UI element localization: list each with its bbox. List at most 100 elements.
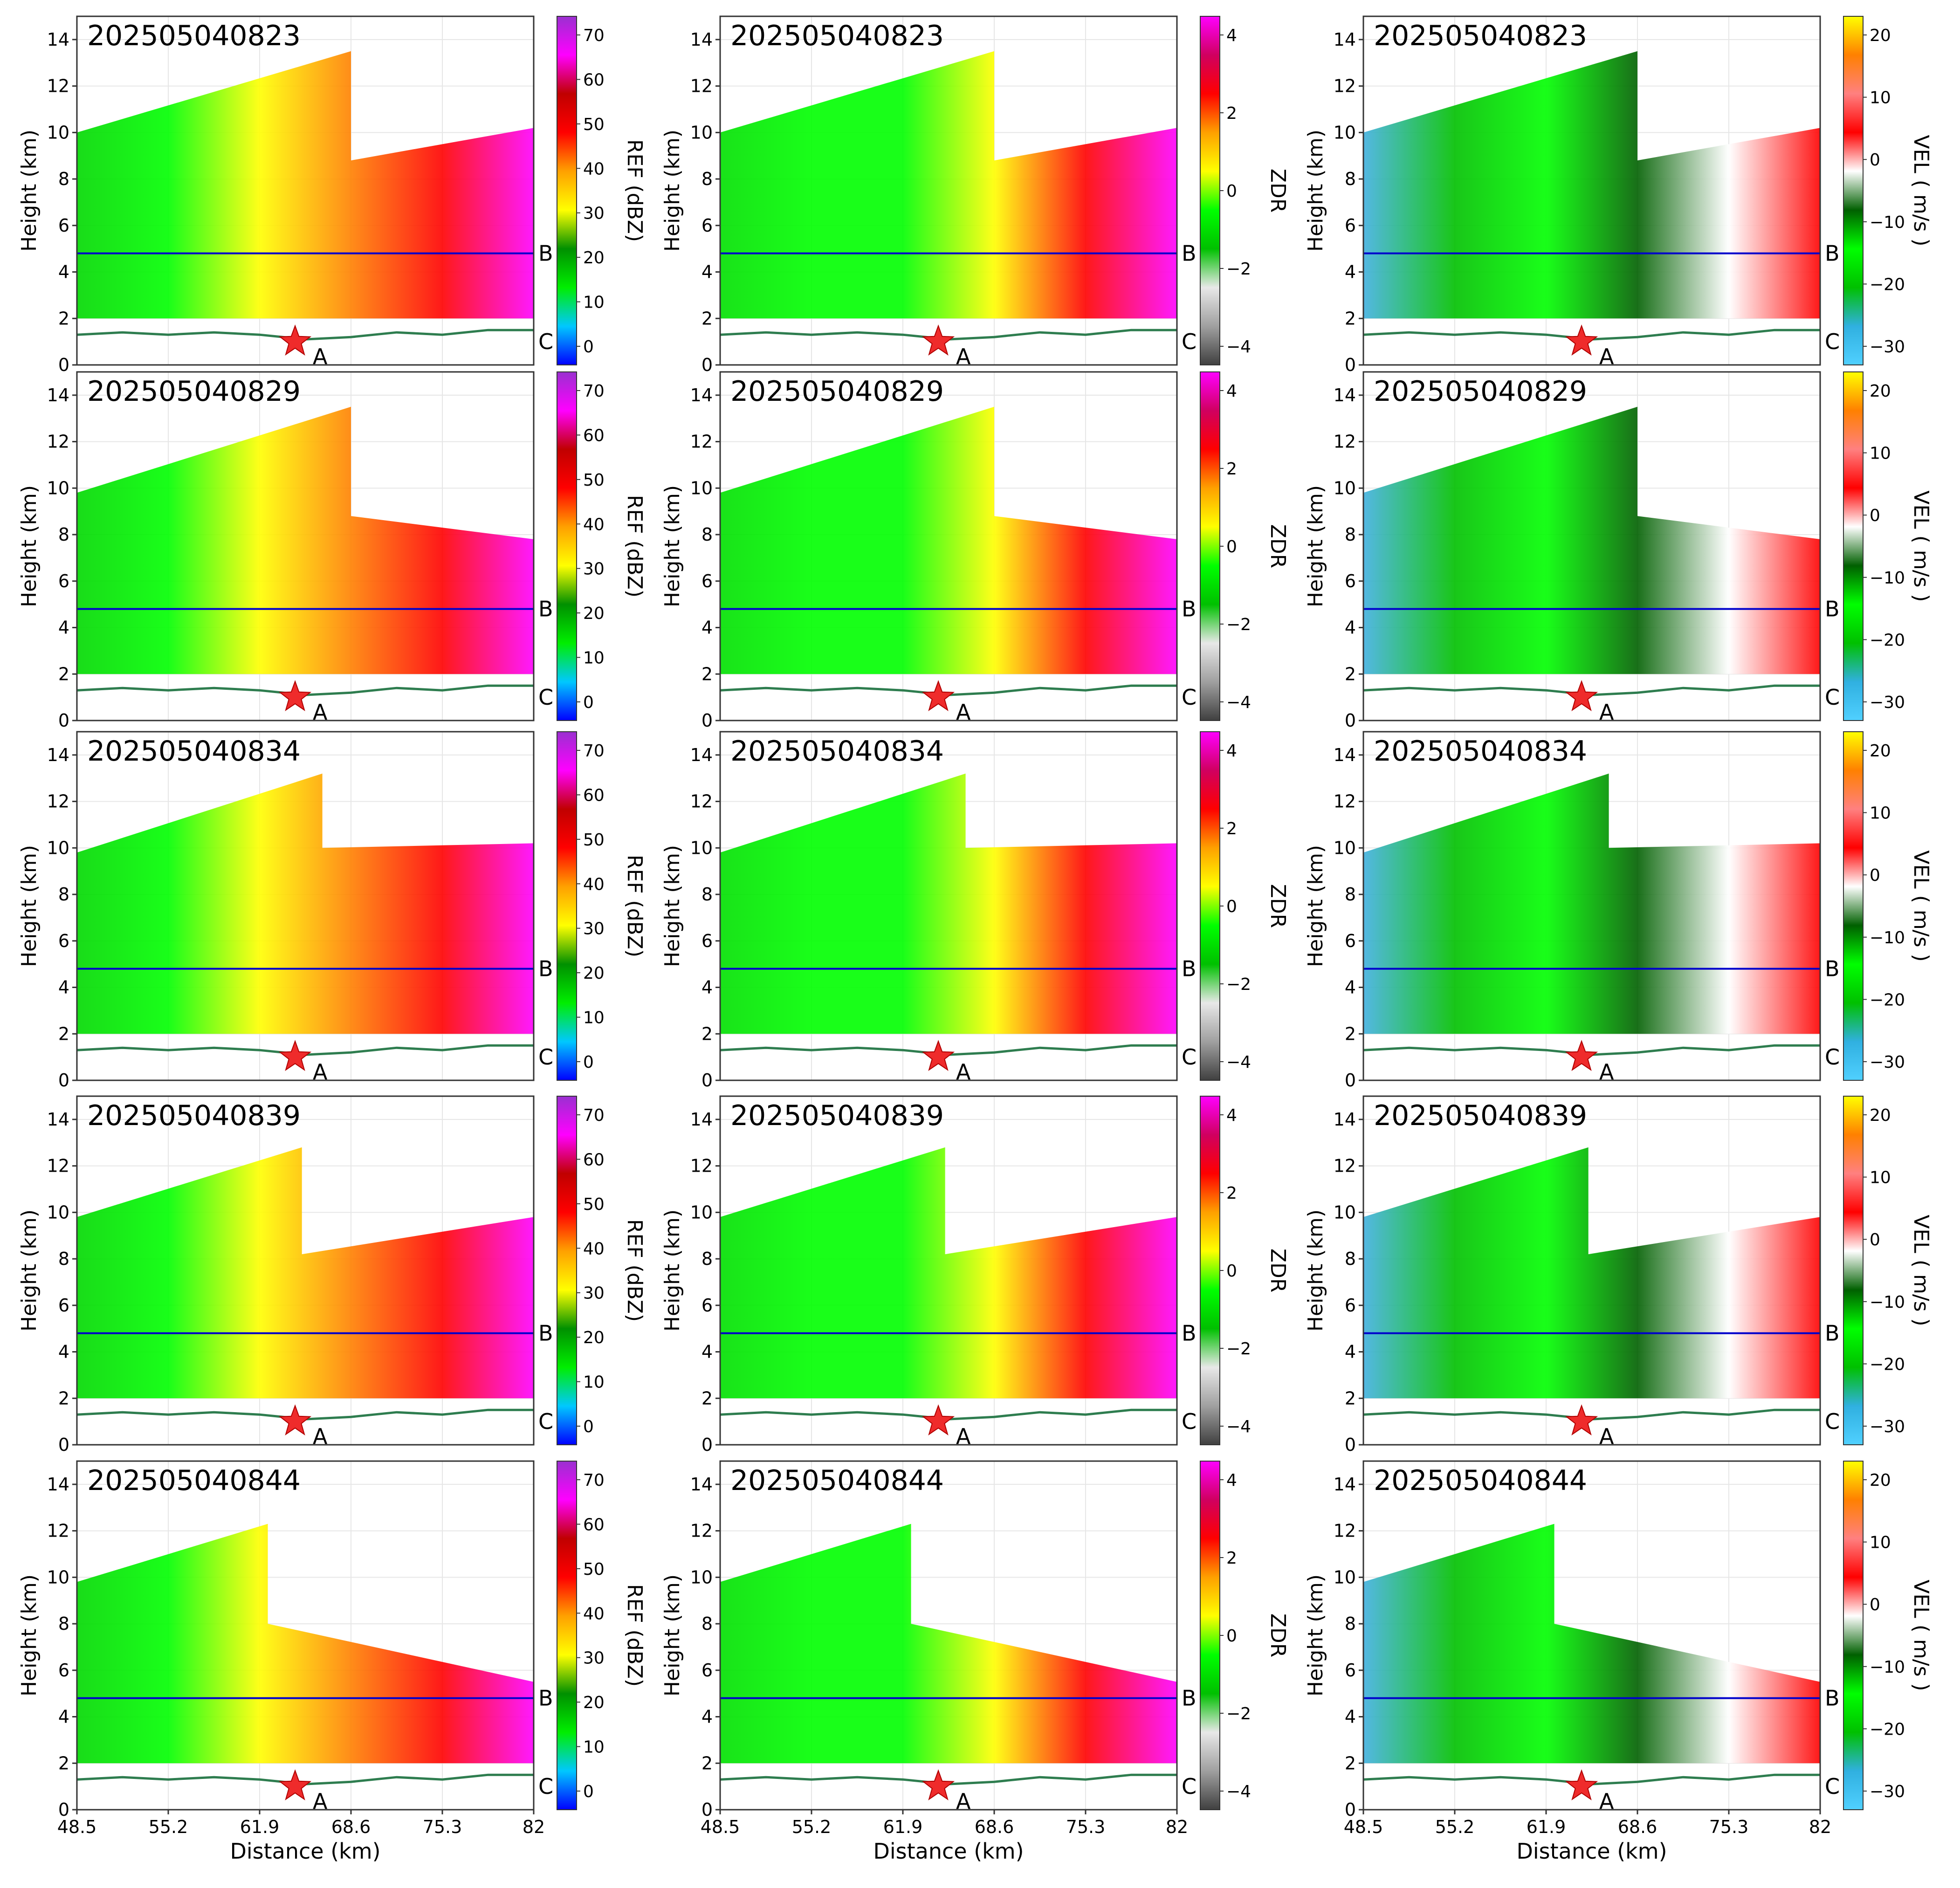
y-tick-label: 0 <box>1345 1070 1356 1091</box>
colorbar-label: VEL ( m/s ) <box>1909 1579 1933 1691</box>
plot-frame <box>76 1095 535 1446</box>
star-marker <box>1565 680 1598 711</box>
y-tick-label: 14 <box>47 745 69 765</box>
star-marker <box>278 324 312 356</box>
echo-region <box>1363 406 1820 674</box>
y-tick-label: 8 <box>58 169 69 189</box>
timestamp-label: 202505040839 <box>87 1099 301 1132</box>
label-b: B <box>1825 1321 1840 1346</box>
y-axis-label: Height (km) <box>17 845 41 967</box>
y-axis-label: Height (km) <box>660 845 684 967</box>
timestamp-label: 202505040823 <box>87 20 301 52</box>
label-c: C <box>1825 329 1840 354</box>
y-tick-label: 2 <box>58 1388 69 1408</box>
y-tick-label: 12 <box>47 432 69 452</box>
plot-frame <box>1362 15 1821 366</box>
colorbar-tick-label: 4 <box>1226 1106 1237 1125</box>
label-c: C <box>538 1774 553 1799</box>
colorbar-tick-label: 4 <box>1226 1471 1237 1490</box>
plot-frame <box>76 731 535 1081</box>
y-tick-label: 12 <box>690 432 713 452</box>
colorbar-label: REF (dBZ) <box>623 495 646 597</box>
y-axis-label: Height (km) <box>17 1574 41 1696</box>
colorbar-tick-label: 0 <box>583 693 594 712</box>
colorbar-tick-label: 0 <box>1226 1262 1237 1281</box>
timestamp-label: 202505040834 <box>87 735 301 768</box>
colorbar-tick-label: −4 <box>1226 1053 1251 1072</box>
y-tick-label: 12 <box>690 791 713 812</box>
colorbar <box>1843 16 1864 365</box>
label-c: C <box>1182 685 1197 710</box>
x-tick-label: 82 <box>1809 1817 1831 1837</box>
y-tick-label: 0 <box>701 355 713 375</box>
echo-region <box>77 406 534 674</box>
y-tick-label: 10 <box>47 838 69 858</box>
y-tick-label: 8 <box>58 1249 69 1269</box>
colorbar-tick-label: 60 <box>583 1150 605 1169</box>
y-tick-label: 14 <box>1334 745 1356 765</box>
colorbar-tick-label: 4 <box>1226 26 1237 45</box>
colorbar-tick-label: −30 <box>1870 1417 1905 1436</box>
colorbar <box>1843 1461 1864 1810</box>
colorbar-tick-label: 10 <box>583 1738 605 1757</box>
x-tick-label: 68.6 <box>1618 1817 1657 1837</box>
colorbar-tick-label: 0 <box>1226 1627 1237 1646</box>
y-tick-label: 2 <box>58 1023 69 1044</box>
y-tick-label: 8 <box>701 1613 713 1634</box>
colorbar-tick-label: −10 <box>1870 569 1905 588</box>
plot-frame <box>1362 731 1821 1081</box>
y-tick-label: 8 <box>1345 1249 1356 1269</box>
y-tick-label: 6 <box>58 931 69 951</box>
x-axis-label: Distance (km) <box>873 1839 1024 1864</box>
y-tick-label: 10 <box>690 838 713 858</box>
y-tick-label: 14 <box>47 1109 69 1130</box>
y-tick-label: 14 <box>1334 1109 1356 1130</box>
y-tick-label: 12 <box>47 1521 69 1541</box>
y-tick-label: 0 <box>701 1070 713 1091</box>
plot-frame <box>1362 1460 1821 1811</box>
y-tick-label: 0 <box>701 1799 713 1820</box>
colorbar-tick-label: 10 <box>583 1373 605 1392</box>
echo-region <box>720 406 1177 674</box>
colorbar <box>1200 371 1220 721</box>
plot-frame <box>719 1095 1178 1446</box>
colorbar-tick-label: 20 <box>1870 741 1891 761</box>
y-tick-label: 2 <box>701 1388 713 1408</box>
y-tick-label: 6 <box>1345 571 1356 591</box>
x-tick-label: 75.3 <box>1066 1817 1106 1837</box>
star-marker <box>278 680 312 711</box>
y-tick-label: 12 <box>47 791 69 812</box>
y-tick-label: 6 <box>58 571 69 591</box>
colorbar-tick-label: 4 <box>1226 382 1237 401</box>
timestamp-label: 202505040839 <box>730 1099 944 1132</box>
y-tick-label: 4 <box>1345 977 1356 998</box>
plot-frame <box>76 15 535 366</box>
y-tick-label: 4 <box>58 262 69 282</box>
star-marker <box>922 1404 955 1435</box>
colorbar-tick-label: −2 <box>1226 260 1251 279</box>
x-tick-label: 75.3 <box>1709 1817 1749 1837</box>
timestamp-label: 202505040844 <box>730 1464 944 1497</box>
colorbar-tick-label: 2 <box>1226 819 1237 838</box>
y-tick-label: 12 <box>1334 76 1356 96</box>
colorbar-tick-label: −10 <box>1870 1293 1905 1312</box>
star-marker <box>922 324 955 356</box>
colorbar-tick-label: 60 <box>583 426 605 445</box>
colorbar-tick-label: 10 <box>1870 89 1891 108</box>
label-c: C <box>1825 1409 1840 1434</box>
x-tick-label: 82 <box>1166 1817 1188 1837</box>
star-marker <box>1565 1040 1598 1071</box>
colorbar-tick-label: −10 <box>1870 213 1905 232</box>
y-tick-label: 2 <box>701 1753 713 1773</box>
y-tick-label: 8 <box>1345 1613 1356 1634</box>
colorbar-tick-label: 10 <box>583 293 605 312</box>
colorbar-tick-label: 70 <box>583 26 605 45</box>
y-tick-label: 12 <box>47 1156 69 1176</box>
y-tick-label: 12 <box>1334 1521 1356 1541</box>
colorbar-tick-label: 0 <box>1226 537 1237 556</box>
